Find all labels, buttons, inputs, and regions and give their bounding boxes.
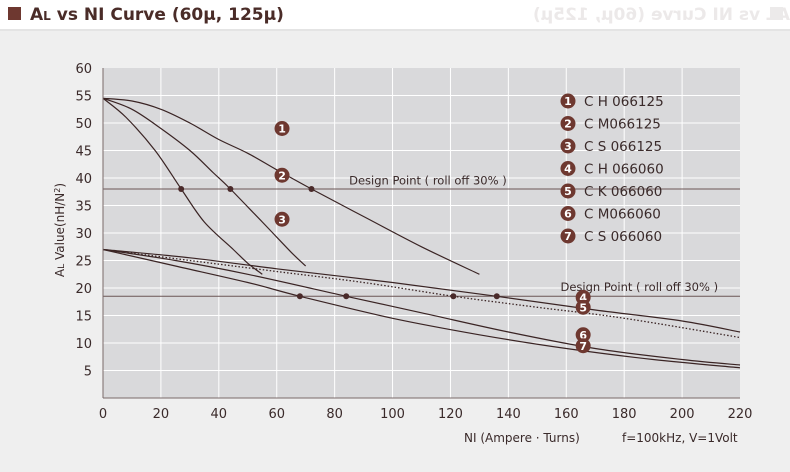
legend-entry: C S 066125 xyxy=(584,139,662,155)
ghost-square-icon xyxy=(770,7,783,20)
legend-badge-circle xyxy=(560,206,576,221)
legend-badge-circle xyxy=(560,116,576,131)
series-line-5 xyxy=(102,248,741,339)
x-tick-label: 80 xyxy=(326,407,343,422)
x-tick-label: 60 xyxy=(268,407,285,422)
x-tick-label: 40 xyxy=(211,407,228,422)
legend-entry: C K 066060 xyxy=(584,184,662,200)
legend-badge-circle xyxy=(560,138,576,154)
legend-entry: C M066125 xyxy=(584,117,661,133)
curve-badge-number: 2 xyxy=(278,169,286,182)
curve-badge-circle xyxy=(575,338,591,354)
curve-badge-circle xyxy=(274,211,290,227)
curve-badge-number: 7 xyxy=(579,340,587,353)
x-axis-label: NI (Ampere · Turns) xyxy=(464,431,580,445)
y-axis-label: AL Value(nH/N2) xyxy=(53,183,67,277)
legend-badge-circle xyxy=(560,183,576,199)
curve-badge-number: 1 xyxy=(278,123,286,136)
x-tick-label: 160 xyxy=(554,407,579,422)
legend-entry: C H 066125 xyxy=(584,94,664,110)
legend-entry: C M066060 xyxy=(584,207,661,223)
legend-badge-circle xyxy=(560,228,576,244)
y-tick-label: 45 xyxy=(75,145,92,160)
series-line-2 xyxy=(102,97,307,267)
legend-badge-number: 6 xyxy=(564,208,572,221)
series-line-4 xyxy=(102,248,741,333)
x-tick-label: 200 xyxy=(670,407,695,422)
y-tick-label: 25 xyxy=(75,255,92,270)
curve-badge-number: 3 xyxy=(278,213,286,226)
legend-badge-number: 5 xyxy=(564,185,572,198)
title-square-icon xyxy=(8,7,21,20)
y-tick-label: 55 xyxy=(75,90,92,105)
curve-badge-number: 6 xyxy=(579,329,587,342)
design-point-marker xyxy=(227,186,234,192)
x-tick-label: 100 xyxy=(380,407,405,422)
design-point-marker xyxy=(493,293,500,300)
series-line-7 xyxy=(102,248,741,369)
legend-badge-number: 2 xyxy=(564,118,572,131)
design-point-marker xyxy=(296,293,303,300)
series-line-6 xyxy=(102,248,741,366)
curve-badge-circle xyxy=(274,121,290,136)
y-tick-label: 15 xyxy=(75,310,92,325)
design-point-marker xyxy=(308,186,315,192)
legend-entry: C H 066060 xyxy=(584,162,664,178)
y-tick-label: 30 xyxy=(75,227,92,242)
legend-badge-circle xyxy=(560,161,576,176)
x-tick-label: 140 xyxy=(496,407,521,422)
y-tick-label: 5 xyxy=(84,365,92,380)
curve-badge-circle xyxy=(274,167,290,183)
curve-badge-circle xyxy=(575,299,591,315)
y-tick-label: 50 xyxy=(75,117,92,132)
legend-entry: C S 066060 xyxy=(584,229,662,245)
page-title: AL vs NI Curve (60μ, 125μ) xyxy=(30,5,284,25)
test-conditions: f=100kHz, V=1Volt xyxy=(622,431,738,445)
series-line-3 xyxy=(102,97,263,275)
design-point-marker xyxy=(343,293,350,300)
x-tick-label: 180 xyxy=(612,407,637,422)
x-tick-label: 120 xyxy=(438,407,463,422)
x-tick-label: 220 xyxy=(728,407,753,422)
design-markers xyxy=(178,186,500,300)
axes: 0 20 40 60 80 100 120 140 160 180 200 2205101520253… xyxy=(75,62,752,422)
curve-badge-number: 4 xyxy=(579,291,587,304)
grid xyxy=(103,68,740,398)
design-point-marker xyxy=(178,186,185,192)
curve-badge-circle xyxy=(575,327,591,343)
legend-badge-number: 7 xyxy=(564,230,572,243)
y-tick-label: 40 xyxy=(75,172,92,187)
legend-badge-circle xyxy=(560,93,576,109)
x-tick-label: 20 xyxy=(153,407,170,422)
curves xyxy=(102,97,741,369)
legend-badge-number: 4 xyxy=(564,163,572,176)
legend: 1 C H 066125 2 C M066125 3 C S 066125 4 C H 066… xyxy=(560,93,664,245)
y-tick-label: 20 xyxy=(75,282,92,297)
y-tick-label: 60 xyxy=(75,62,92,77)
design-point-label: Design Point ( roll off 30% ) xyxy=(349,174,507,188)
legend-badge-number: 1 xyxy=(564,95,572,108)
series-line-1 xyxy=(102,97,480,275)
y-tick-label: 10 xyxy=(75,337,92,352)
design-lines: Design Point ( roll off 30% ) Design Poin… xyxy=(103,174,740,297)
x-tick-label: 0 xyxy=(99,407,107,422)
design-point-label: Design Point ( roll off 30% ) xyxy=(560,280,718,294)
y-tick-label: 35 xyxy=(75,200,92,215)
ghost-title: AL vs NI Curve (60μ, 125μ) xyxy=(533,5,790,25)
curve-badge-number: 5 xyxy=(579,301,587,314)
legend-badge-number: 3 xyxy=(564,140,572,153)
design-point-marker xyxy=(450,293,457,300)
